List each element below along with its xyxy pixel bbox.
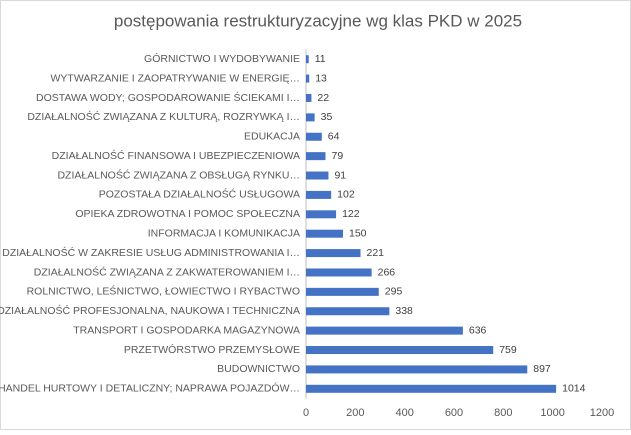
data-label: 11 [315,53,326,65]
bar [306,287,379,296]
x-tick-label: 600 [445,407,463,419]
x-tick-label: 200 [346,407,364,419]
data-label: 338 [395,305,413,317]
category-label: GÓRNICTWO I WYDOBYWANIE [144,52,300,65]
x-tick-label: 1200 [590,407,614,419]
category-label: OPIEKA ZDROWOTNA I POMOC SPOŁECZNA [75,208,300,220]
bar [306,346,494,355]
bar [306,229,343,238]
bar [306,113,315,122]
category-label: INFORMACJA I KOMUNIKACJA [148,227,300,239]
data-label: 266 [378,266,396,278]
category-label: DZIAŁALNOŚĆ ZWIĄZANA Z KULTURĄ, ROZRYWKĄ… [27,110,300,123]
bar [306,307,390,316]
bar [306,93,312,102]
category-label: DZIAŁALNOŚĆ W ZAKRESIE USŁUG ADMINISTROW… [2,246,300,259]
x-tick-label: 0 [303,407,309,419]
category-label: PRZETWÓRSTWO PRZEMYSŁOWE [124,343,300,356]
category-label: POZOSTAŁA DZIAŁALNOŚĆ USŁUGOWA [99,188,300,201]
x-tick-label: 800 [494,407,512,419]
bar [306,74,310,83]
data-label: 636 [469,324,487,336]
x-tick-label: 400 [395,407,413,419]
bar [306,171,329,180]
data-label: 759 [499,344,517,356]
category-label: TRANSPORT I GOSPODARKA MAGAZYNOWA [73,324,300,336]
category-label: HANDEL HURTOWY I DETALICZNY; NAPRAWA POJ… [0,382,300,395]
data-label: 35 [321,111,333,123]
bar [306,365,528,374]
data-label: 122 [342,208,360,220]
category-label: ROLNICTWO, LEŚNICTWO, ŁOWIECTWO I RYBACT… [27,285,300,298]
bar [306,210,337,219]
bar [306,152,326,161]
category-label: DOSTAWA WODY; GOSPODAROWANIE ŚCIEKAMI I… [36,91,300,104]
category-label: DZIAŁALNOŚĆ ZWIĄZANA Z OBSŁUGĄ RYNKU… [57,168,300,181]
bar [306,55,309,64]
bar [306,268,372,277]
data-label: 221 [367,247,385,259]
data-label: 102 [337,189,355,201]
bar [306,249,361,258]
data-label: 897 [533,363,551,375]
category-label: DZIAŁALNOŚĆ PROFESJONALNA, NAUKOWA I TEC… [0,304,300,317]
data-label: 64 [328,131,340,143]
data-label: 295 [385,286,403,298]
category-label: BUDOWNICTWO [217,363,300,375]
category-label: EDUKACJA [244,131,300,143]
chart-title: postępowania restrukturyzacyjne wg klas … [114,11,522,30]
data-label: 1014 [562,383,586,395]
data-label: 22 [317,92,329,104]
data-label: 79 [331,150,343,162]
data-label: 91 [334,169,346,181]
category-label: DZIAŁALNOŚĆ ZWIĄZANA Z ZAKWATEROWANIEM I… [34,265,300,278]
bar [306,132,322,141]
category-label: WYTWARZANIE I ZAOPATRYWANIE W ENERGIĘ… [51,72,300,84]
bar [306,190,332,199]
data-label: 150 [349,227,367,239]
x-tick-label: 1000 [540,407,564,419]
bar [306,384,557,393]
bar [306,326,463,335]
data-label: 13 [315,72,327,84]
category-label: DZIAŁALNOŚĆ FINANSOWA I UBEZPIECZENIOWA [52,149,300,162]
